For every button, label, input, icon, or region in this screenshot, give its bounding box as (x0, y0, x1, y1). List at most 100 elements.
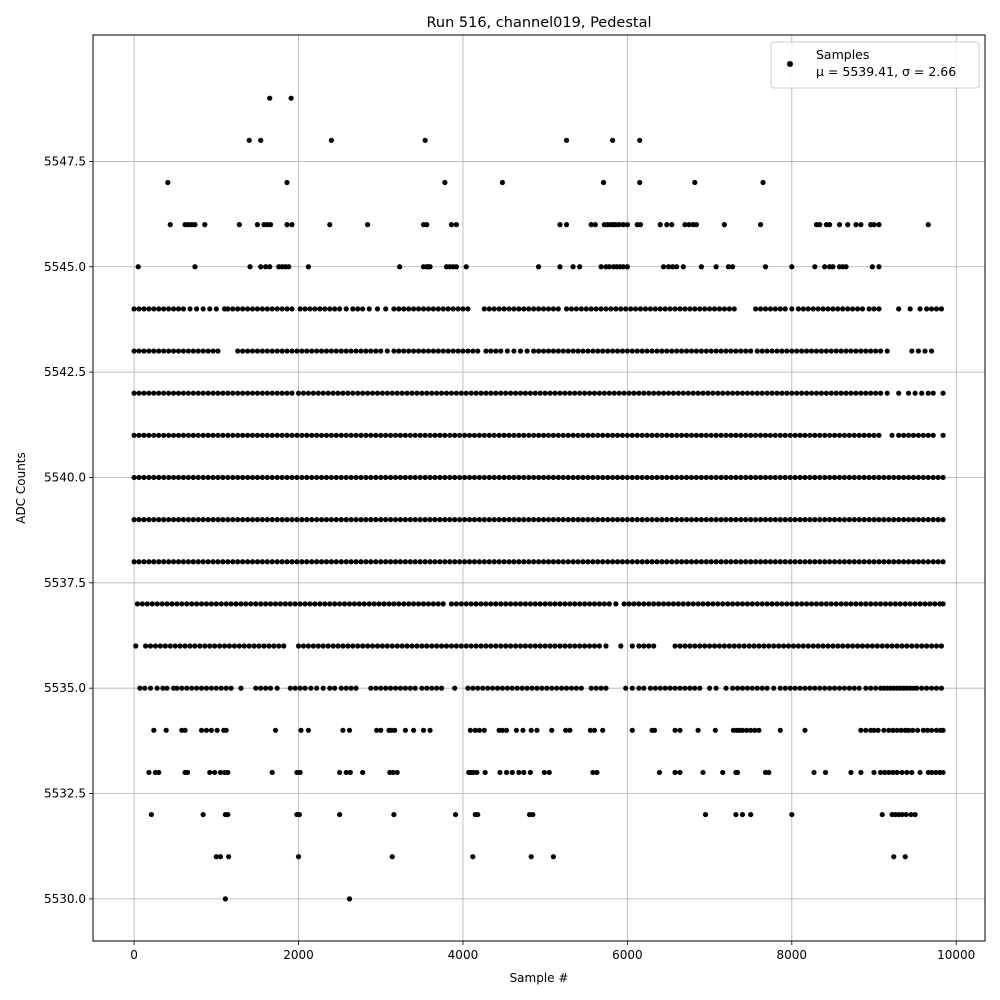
data-point (300, 390, 307, 396)
data-point (496, 474, 502, 481)
data-point (877, 348, 884, 354)
data-point (287, 685, 293, 691)
data-point (817, 432, 823, 438)
data-point (151, 517, 157, 523)
data-point (649, 559, 655, 565)
data-point (836, 222, 843, 228)
data-point (384, 643, 390, 649)
data-point (236, 222, 242, 228)
data-point (831, 685, 838, 691)
data-point (483, 390, 489, 396)
data-point (220, 474, 226, 481)
data-point (404, 390, 410, 396)
data-point (284, 390, 290, 396)
data-point (863, 601, 869, 607)
data-point (767, 432, 774, 438)
data-point (600, 432, 606, 438)
y-tick-label: 5540.0 (44, 470, 86, 484)
data-point (693, 474, 700, 481)
data-point (657, 222, 663, 228)
data-point (713, 559, 719, 565)
data-point (508, 643, 514, 649)
data-point (702, 306, 708, 312)
data-point (698, 264, 704, 270)
data-point (378, 559, 384, 565)
data-point (345, 643, 351, 649)
data-point (310, 643, 316, 649)
data-point (869, 264, 875, 270)
data-point (217, 769, 224, 776)
data-point (552, 390, 558, 396)
data-point (792, 474, 798, 481)
data-point (312, 601, 318, 607)
data-point (452, 474, 458, 481)
data-point (503, 390, 509, 396)
data-point (151, 390, 157, 396)
data-point (396, 306, 402, 312)
data-point (820, 643, 826, 649)
data-point (473, 643, 479, 649)
data-point (360, 643, 366, 649)
data-point (789, 306, 795, 312)
data-point (447, 517, 453, 523)
data-point (767, 517, 774, 523)
data-point (603, 685, 609, 691)
data-point (935, 559, 941, 565)
data-point (435, 348, 441, 354)
data-point (828, 601, 834, 607)
data-point (332, 306, 338, 312)
data-point (448, 601, 455, 607)
data-point (927, 601, 933, 607)
data-point (759, 685, 765, 691)
data-point (402, 727, 409, 733)
data-point (207, 769, 213, 776)
data-point (682, 306, 688, 312)
data-point (343, 769, 349, 776)
data-point (434, 643, 440, 649)
data-point (366, 601, 372, 607)
data-point (769, 348, 775, 354)
data-point (629, 432, 635, 438)
data-point (920, 559, 926, 565)
data-point (817, 474, 823, 481)
data-point (170, 306, 177, 312)
data-point (193, 601, 200, 607)
data-point (205, 517, 211, 523)
data-point (294, 559, 300, 565)
data-point (457, 432, 463, 438)
data-point (302, 601, 308, 607)
data-point (680, 390, 686, 396)
data-point (756, 643, 762, 649)
data-point (743, 727, 750, 733)
data-point (555, 474, 561, 481)
data-point (708, 517, 714, 523)
data-point (841, 432, 848, 438)
data-point (769, 601, 775, 607)
data-point (636, 390, 642, 396)
data-point (600, 727, 606, 733)
data-point (845, 306, 851, 312)
data-point (851, 685, 857, 691)
data-point (217, 854, 224, 860)
data-point (535, 306, 542, 312)
data-point (253, 601, 259, 607)
data-point (254, 474, 261, 481)
data-point (350, 306, 356, 312)
plot-frame (92, 34, 986, 942)
data-point (205, 559, 211, 565)
data-point (225, 474, 231, 481)
data-point (733, 811, 739, 818)
data-point (659, 474, 665, 481)
data-point (531, 559, 537, 565)
data-point (734, 390, 741, 396)
data-point (767, 306, 774, 312)
data-point (274, 517, 280, 523)
data-point (154, 601, 160, 607)
data-point (195, 348, 201, 354)
data-point (412, 685, 418, 691)
data-point (882, 769, 888, 776)
data-point (614, 348, 621, 354)
data-point (794, 348, 800, 354)
data-point (185, 348, 191, 354)
data-point (240, 559, 246, 565)
